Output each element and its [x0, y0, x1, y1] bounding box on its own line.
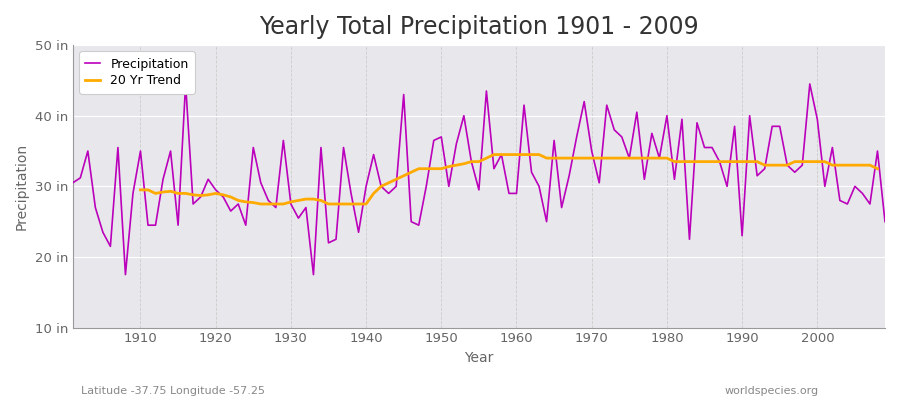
Legend: Precipitation, 20 Yr Trend: Precipitation, 20 Yr Trend: [79, 51, 194, 94]
20 Yr Trend: [541, 156, 552, 160]
Line: 20 Yr Trend: 20 Yr Trend: [140, 154, 877, 204]
Precipitation: [308, 272, 319, 277]
Precipitation: [526, 170, 537, 175]
Precipitation: [180, 82, 191, 86]
Precipitation: [518, 103, 529, 108]
Text: worldspecies.org: worldspecies.org: [724, 386, 819, 396]
20 Yr Trend: [368, 191, 379, 196]
Y-axis label: Precipitation: Precipitation: [15, 143, 29, 230]
X-axis label: Year: Year: [464, 351, 493, 365]
20 Yr Trend: [872, 166, 883, 171]
Precipitation: [68, 180, 78, 185]
20 Yr Trend: [316, 198, 327, 203]
Precipitation: [135, 149, 146, 154]
Precipitation: [879, 219, 890, 224]
20 Yr Trend: [518, 152, 529, 157]
Text: Latitude -37.75 Longitude -57.25: Latitude -37.75 Longitude -57.25: [81, 386, 265, 396]
20 Yr Trend: [489, 152, 500, 157]
20 Yr Trend: [729, 159, 740, 164]
20 Yr Trend: [338, 202, 349, 206]
20 Yr Trend: [256, 202, 266, 206]
Title: Yearly Total Precipitation 1901 - 2009: Yearly Total Precipitation 1901 - 2009: [259, 15, 698, 39]
Precipitation: [616, 134, 627, 139]
Precipitation: [353, 230, 364, 235]
Line: Precipitation: Precipitation: [73, 84, 885, 275]
20 Yr Trend: [135, 188, 146, 192]
Precipitation: [120, 272, 130, 277]
